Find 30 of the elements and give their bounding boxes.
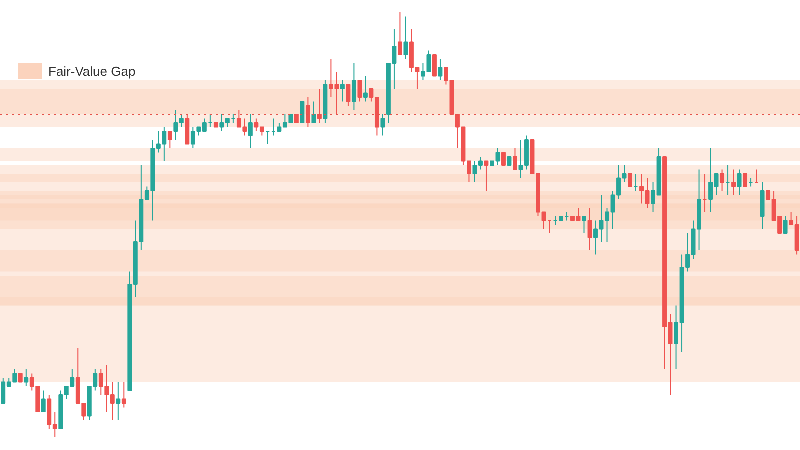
candlestick [404, 16, 408, 60]
candlestick [122, 382, 126, 408]
candlestick [346, 84, 351, 106]
candlestick [312, 101, 316, 124]
candlestick [582, 216, 586, 234]
candlestick [248, 114, 253, 149]
candlestick [432, 54, 437, 77]
candlestick [513, 148, 518, 170]
candlestick [720, 169, 725, 192]
candlestick [743, 174, 748, 188]
candlestick [484, 160, 489, 192]
candlestick [41, 390, 46, 412]
candlestick [732, 169, 736, 196]
candlestick [352, 63, 356, 111]
candlestick [737, 169, 742, 196]
candlestick [363, 76, 368, 102]
candlestick [340, 80, 345, 102]
candlestick [628, 174, 632, 188]
candlestick [24, 369, 29, 387]
candlestick [380, 114, 386, 136]
candlestick [588, 208, 592, 251]
candlestick [358, 80, 362, 102]
candlestick [168, 131, 172, 149]
candlestick [116, 382, 121, 421]
candlestick [398, 12, 402, 56]
candlestick [502, 152, 506, 166]
candlestick [300, 101, 305, 124]
candlestick [783, 216, 788, 234]
candlestick [438, 58, 443, 81]
legend-label: Fair-Value Gap [48, 64, 136, 79]
